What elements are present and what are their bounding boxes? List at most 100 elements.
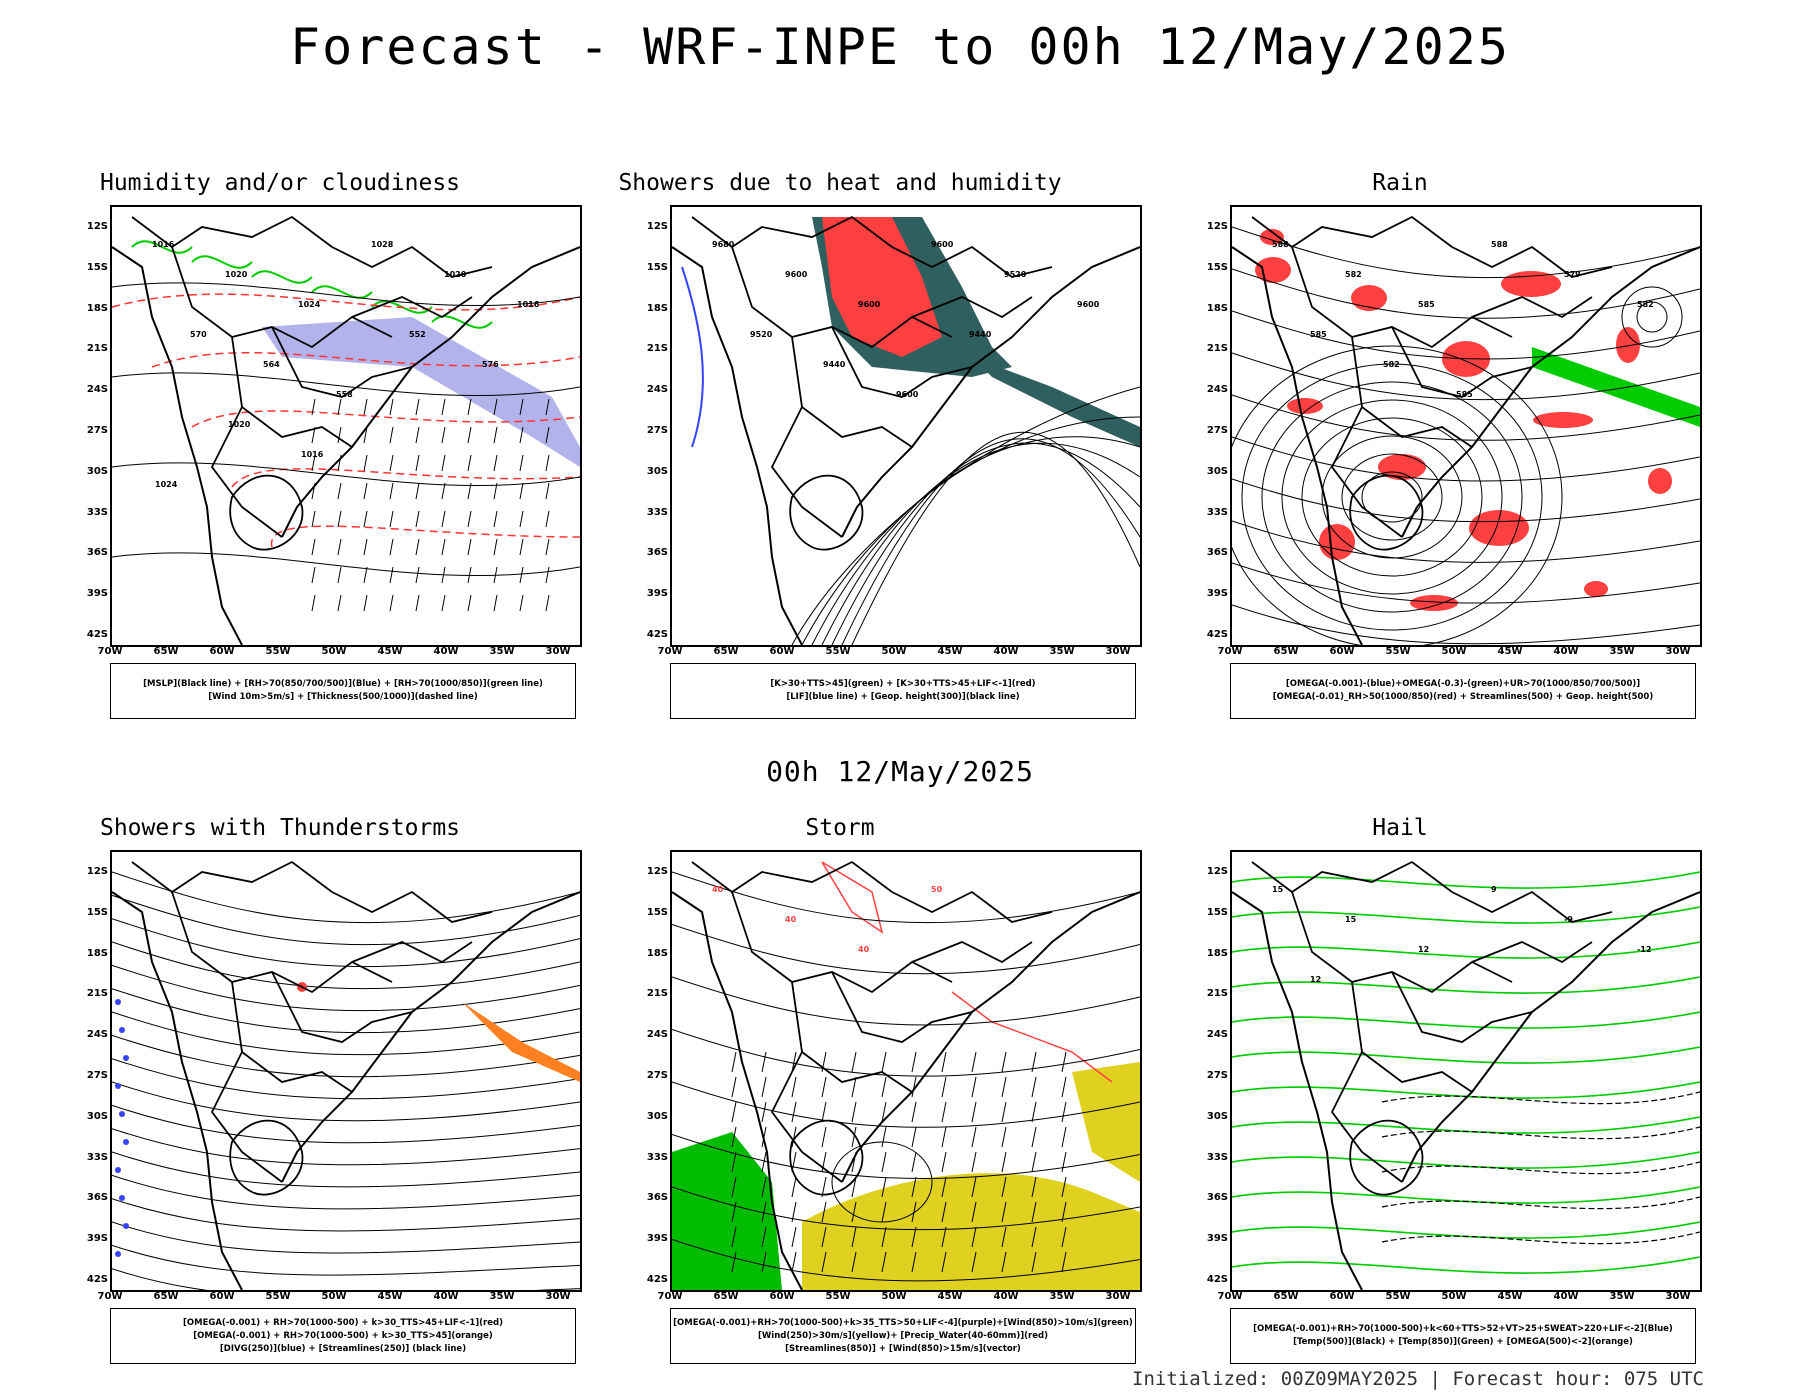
streamline [672, 1186, 1140, 1231]
country-border [1351, 981, 1473, 1093]
streamline [672, 924, 1140, 975]
legend-line: [Streamlines(850)] + [Wind(850)>15m/s](v… [785, 1343, 1021, 1354]
streamline [112, 1174, 580, 1210]
contour-label: 1024 [155, 480, 178, 489]
streamline [112, 1221, 580, 1254]
geop-contour [841, 438, 1140, 645]
lat-tick-label: 30S [1206, 465, 1228, 477]
wind-vector [311, 398, 316, 416]
wind-vector [493, 398, 498, 416]
wind-vector [545, 426, 550, 444]
streamline-vortex [1636, 301, 1668, 333]
streamline [1232, 478, 1700, 523]
contour-label: 582 [1345, 270, 1362, 279]
lon-tick-label: 70W [1217, 646, 1243, 657]
wind-vector [941, 1226, 947, 1248]
wind-vector [1031, 1101, 1037, 1123]
lat-tick-label: 30S [86, 1110, 108, 1122]
contour-label: 9680 [712, 240, 735, 249]
lon-tick-label: 40W [433, 646, 459, 657]
lon-tick-label: 55W [265, 1291, 291, 1302]
lat-tick-label: 42S [86, 1274, 108, 1285]
lon-tick-label: 65W [1273, 1291, 1299, 1302]
wind-vector [1061, 1151, 1067, 1173]
wind-vector [519, 566, 524, 584]
thickness-contour [112, 293, 580, 311]
lat-tick-label: 42S [86, 629, 108, 640]
lon-tick-label: 45W [937, 1291, 963, 1302]
wind-vector [415, 510, 420, 528]
wind-vector [467, 566, 472, 584]
country-border [331, 245, 493, 278]
lon-tick-label: 40W [993, 1291, 1019, 1302]
lat-tick-label: 30S [646, 1110, 668, 1122]
contour-label: 1016 [517, 300, 540, 309]
wind-vector [1061, 1076, 1067, 1098]
lon-tick-label: 65W [713, 1291, 739, 1302]
wind-vector [851, 1051, 857, 1073]
contour-label: 585 [1418, 300, 1435, 309]
wind-vector [761, 1226, 767, 1248]
wind-vector [337, 538, 342, 556]
streamline [1232, 226, 1700, 279]
mslp-isobar [112, 282, 580, 307]
country-border [791, 336, 913, 448]
coastline [672, 246, 1140, 645]
streamline [1232, 436, 1700, 482]
lon-tick-label: 40W [1553, 1291, 1579, 1302]
lon-tick-label: 50W [1441, 1291, 1467, 1302]
lon-tick-label: 55W [825, 1291, 851, 1302]
contour-label: -12 [1637, 945, 1651, 954]
country-border [210, 1051, 283, 1183]
geop-contour [1241, 363, 1543, 631]
wind-vector [441, 454, 446, 472]
wind-vector [337, 482, 342, 500]
lon-tick-label: 65W [713, 646, 739, 657]
wind-vector [545, 398, 550, 416]
country-border [691, 215, 893, 249]
lat-tick-label: 39S [646, 1233, 668, 1245]
geop-contour [821, 442, 1140, 645]
longitude-axis: 70W 65W 60W 55W 50W 45W 40W 35W 30W [1218, 646, 1702, 660]
wind-vector [971, 1126, 977, 1148]
uruguay-border [229, 1119, 304, 1196]
footer-init-info: Initialized: 00Z09MAY2025 | Forecast hou… [1132, 1368, 1704, 1390]
contour-label: 564 [263, 360, 280, 369]
geop-contour [801, 416, 1140, 645]
temp850-contour [1232, 1151, 1700, 1169]
country-border [1391, 971, 1533, 1043]
wind-vector [545, 566, 550, 584]
contour-label: 552 [409, 330, 426, 339]
wind-vector [493, 482, 498, 500]
contour-label: 12 [1310, 975, 1321, 984]
lon-tick-label: 65W [1273, 646, 1299, 657]
map-svg: 9680 9600 9600 9600 9520 9600 9520 9440 9600 9440 [672, 215, 1140, 645]
streamline [112, 1198, 580, 1232]
wind-vector [1031, 1226, 1037, 1248]
country-border [131, 215, 333, 249]
temp850-contour [1232, 871, 1700, 889]
lat-tick-label: 18S [1206, 302, 1228, 314]
wind-vector [493, 566, 498, 584]
contour-label: 9600 [931, 240, 954, 249]
streamline [1232, 520, 1700, 563]
lat-tick-label: 24S [1206, 384, 1228, 396]
contour-label: 9440 [969, 330, 992, 339]
wind-vector [851, 1251, 857, 1273]
coastline [112, 246, 580, 645]
country-border [770, 406, 843, 538]
wind-vector [821, 1176, 827, 1198]
wind-vector [1061, 1126, 1067, 1148]
wind-vector [941, 1101, 947, 1123]
panel-storm: Storm 12S 15S 18S 21S 24S 27S 30S 33S 36S 39S 42S … [560, 815, 1142, 1365]
wind-vector [971, 1176, 977, 1198]
streamline [112, 1128, 580, 1166]
lat-tick-label: 27S [86, 1070, 108, 1081]
uruguay-border [789, 1119, 864, 1196]
wind-vector [441, 426, 446, 444]
lon-tick-label: 30W [545, 1291, 571, 1302]
precip-water-contour [821, 861, 884, 934]
panel-rain: Rain 12S 15S 18S 21S 24S 27S 30S 33S 36S 39S 42S 5… [1120, 170, 1702, 720]
lon-tick-label: 45W [937, 646, 963, 657]
wind-vector [881, 1151, 887, 1173]
